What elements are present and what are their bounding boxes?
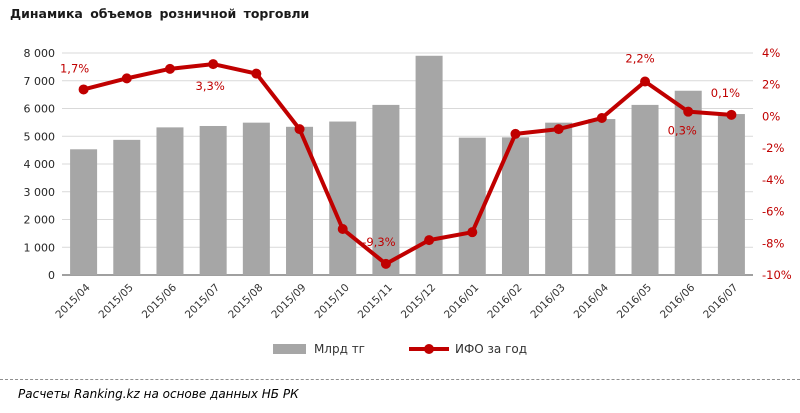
line-point [467, 227, 478, 238]
chart-canvas: 8 000 7 000 6 000 5 000 4 000 3 000 2 000 1 000… [24, 46, 792, 321]
source-note: Расчеты Ranking.kz на основе данных НБ Р… [0, 379, 800, 401]
bar [631, 104, 659, 275]
chart-title: Динамика объемов розничной торговли [10, 6, 310, 21]
line-point [596, 113, 607, 124]
y-tick-label-left: 8 000 [24, 47, 56, 60]
line-point [121, 73, 132, 84]
x-tick-label: 2015/08 [226, 282, 265, 321]
bar [113, 139, 141, 275]
line-point [251, 68, 262, 79]
y-tick-label-right: -2% [762, 141, 784, 155]
line-data-label: 1,7% [60, 61, 89, 75]
y-tick-label-left: 0 [48, 269, 55, 282]
bar [156, 127, 184, 276]
line-point [380, 258, 391, 269]
bar [674, 90, 702, 276]
y-tick-label-right: -10% [762, 268, 792, 282]
y-tick-label-left: 4 000 [24, 158, 56, 171]
line-series [81, 62, 734, 266]
legend-line-label: ИФО за год [454, 342, 528, 356]
x-tick-label: 2015/04 [53, 281, 93, 321]
line-point [510, 128, 521, 139]
line-data-label: -9,3% [362, 235, 395, 249]
x-tick-label: 2016/07 [701, 282, 740, 321]
line-point [640, 76, 651, 87]
y-tick-label-right: 2% [762, 78, 780, 92]
bar [501, 137, 529, 275]
line-point [726, 109, 737, 120]
bar [588, 119, 616, 275]
line-point [164, 63, 175, 74]
x-tick-label: 2015/10 [313, 282, 352, 321]
x-tick-label: 2015/06 [140, 281, 180, 321]
source-note-text: Расчеты Ranking.kz на основе данных НБ Р… [18, 387, 299, 401]
bar [372, 104, 400, 275]
x-tick-label: 2015/11 [356, 282, 395, 321]
legend-line-marker-icon [423, 344, 434, 354]
x-tick-label: 2015/07 [183, 282, 222, 321]
x-tick-label: 2015/05 [97, 282, 136, 321]
x-tick-label: 2016/03 [528, 282, 567, 321]
x-tick-label: 2016/02 [485, 282, 524, 321]
y-tick-label-left: 2 000 [24, 214, 56, 227]
y-tick-label-right: 0% [762, 109, 780, 123]
y-tick-label-right: -6% [762, 205, 784, 219]
x-tick-label: 2016/06 [658, 281, 698, 321]
y-tick-label-left: 5 000 [24, 130, 56, 143]
line-point [78, 84, 89, 95]
legend-bar-swatch-icon [272, 344, 306, 354]
y-tick-label-left: 1 000 [24, 241, 56, 254]
line-data-label: 0,1% [711, 86, 740, 100]
x-tick-label: 2016/04 [572, 281, 612, 321]
y-tick-label-right: -4% [762, 173, 784, 187]
bar [242, 122, 270, 275]
line-data-label: 2,2% [625, 52, 654, 66]
x-tick-label: 2016/01 [442, 282, 481, 321]
line-data-label: 3,3% [196, 79, 225, 93]
line-point [208, 59, 219, 70]
bar [329, 121, 357, 275]
y-tick-label-left: 3 000 [24, 186, 56, 199]
x-tick-label: 2015/12 [399, 282, 438, 321]
bar [70, 149, 98, 275]
line-point [294, 124, 305, 135]
y-tick-label-left: 6 000 [24, 103, 56, 116]
line-point [337, 224, 348, 235]
bar [458, 137, 486, 275]
legend-bar-label: Млрд тг [313, 342, 365, 356]
x-tick-label: 2016/05 [615, 282, 654, 321]
y-tick-label-right: -8% [762, 236, 784, 250]
y-tick-label-right: 4% [762, 46, 780, 60]
line-point [553, 124, 564, 135]
bar [545, 122, 573, 275]
chart-legend: Млрд тг ИФО за год [0, 342, 800, 356]
line-point [683, 106, 694, 117]
bar [199, 125, 227, 275]
line-data-label: 0,3% [668, 124, 697, 138]
y-tick-label-left: 7 000 [24, 75, 56, 88]
bar [717, 114, 745, 275]
x-tick-label: 2015/09 [269, 282, 308, 321]
legend-line-swatch-icon [408, 344, 449, 354]
line-point [424, 235, 435, 246]
